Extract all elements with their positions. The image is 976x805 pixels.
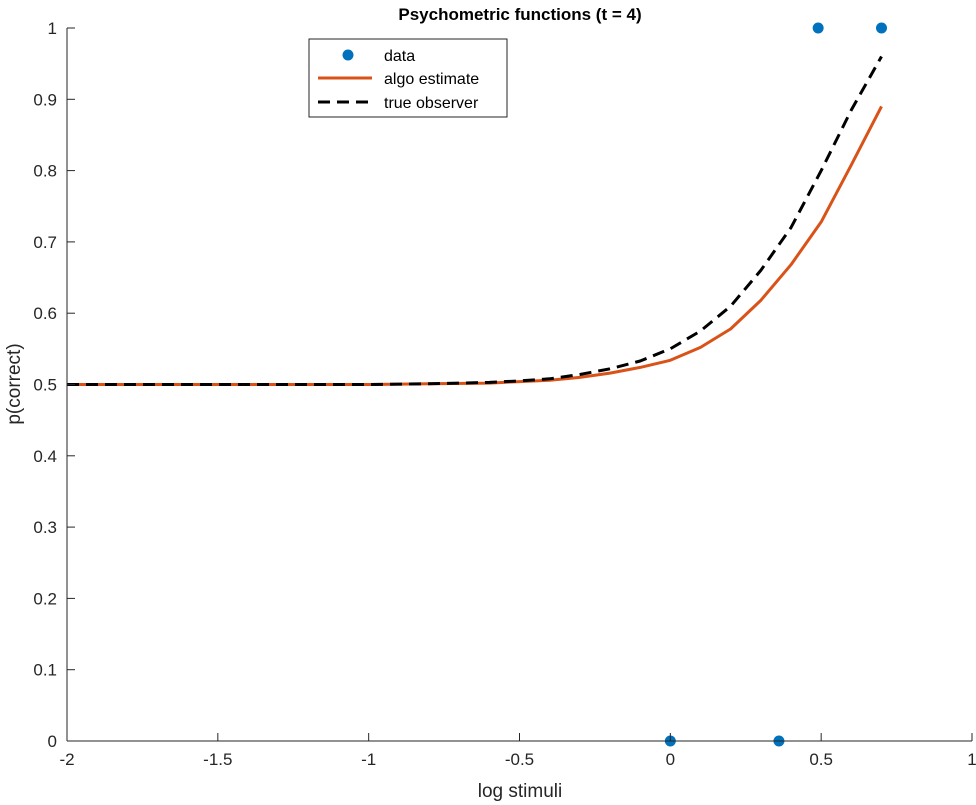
y-tick-label: 0.7: [33, 233, 57, 252]
x-tick-label: 0.5: [809, 750, 833, 769]
data-point: [812, 22, 824, 34]
legend-marker-data: [342, 49, 354, 61]
y-tick-label: 0.3: [33, 518, 57, 537]
y-tick-label: 1: [48, 19, 57, 38]
series-line-true-observer: [67, 55, 883, 386]
x-axis-label: log stimuli: [478, 781, 562, 802]
legend-label-data: data: [384, 48, 415, 65]
y-tick-label: 0.9: [33, 90, 57, 109]
y-tick-label: 0: [48, 732, 57, 751]
y-axis-label: p(correct): [4, 343, 25, 424]
y-tick-label: 0.6: [33, 304, 57, 323]
x-tick-label: 0: [666, 750, 675, 769]
y-tick-label: 0.2: [33, 589, 57, 608]
x-tick-label: -1: [361, 750, 376, 769]
legend-label-algo-estimate: algo estimate: [384, 71, 479, 88]
y-tick-label: 0.1: [33, 661, 57, 680]
x-tick-label: -1.5: [203, 750, 232, 769]
x-tick-label: -0.5: [505, 750, 534, 769]
y-tick-label: 0.4: [33, 447, 57, 466]
y-tick-label: 0.8: [33, 162, 57, 181]
chart-title: Psychometric functions (t = 4): [398, 5, 641, 24]
x-tick-label: 1: [967, 750, 976, 769]
x-tick-label: -2: [59, 750, 74, 769]
legend-label-true-observer: true observer: [384, 95, 479, 112]
legend: data algo estimate true observer: [308, 38, 508, 118]
y-tick-label: 0.5: [33, 376, 57, 395]
data-point: [876, 22, 887, 34]
